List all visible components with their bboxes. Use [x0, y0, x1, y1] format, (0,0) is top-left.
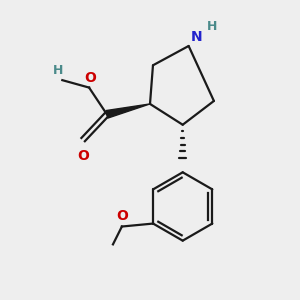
Text: O: O	[85, 70, 97, 85]
Text: H: H	[207, 20, 217, 34]
Text: H: H	[53, 64, 63, 77]
Text: O: O	[116, 209, 128, 223]
Polygon shape	[106, 104, 150, 118]
Text: N: N	[191, 30, 202, 44]
Text: O: O	[77, 149, 89, 163]
